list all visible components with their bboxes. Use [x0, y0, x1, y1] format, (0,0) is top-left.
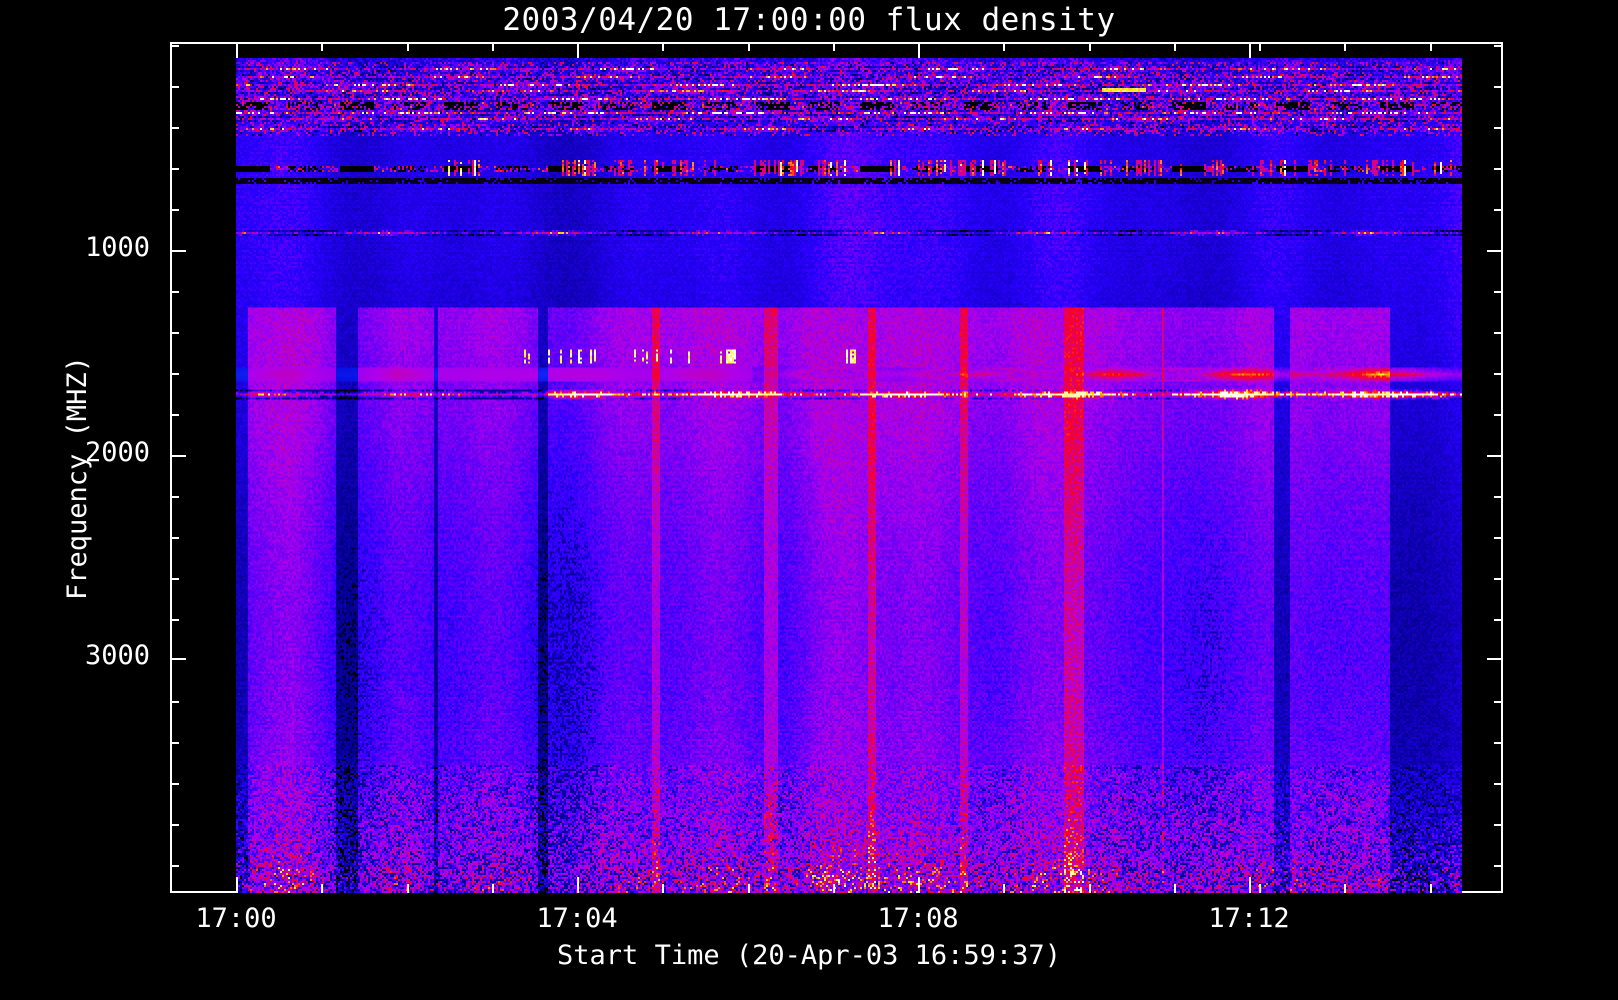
tick-mark	[1494, 373, 1503, 375]
y-tick-label: 2000	[84, 437, 150, 468]
tick-mark	[236, 877, 238, 893]
x-tick-label: 17:08	[877, 903, 959, 934]
tick-mark	[170, 619, 179, 621]
tick-mark	[662, 42, 665, 51]
tick-mark	[170, 455, 186, 457]
tick-mark	[1249, 877, 1251, 893]
tick-mark	[170, 332, 179, 334]
page-title: 2003/04/20 17:00:00 flux density	[502, 2, 1116, 38]
spectrogram-canvas	[236, 58, 1462, 893]
y-axis-title: Frequency (MHZ)	[62, 356, 93, 600]
tick-mark	[321, 884, 324, 893]
tick-mark	[577, 877, 579, 893]
tick-mark	[1344, 42, 1347, 51]
tick-mark	[1003, 884, 1006, 893]
tick-mark	[747, 42, 750, 51]
tick-mark	[170, 414, 179, 416]
tick-mark	[170, 537, 179, 539]
tick-mark	[1494, 414, 1503, 416]
tick-mark	[1494, 86, 1503, 88]
tick-mark	[170, 45, 179, 47]
tick-mark	[170, 168, 179, 170]
tick-mark	[1088, 42, 1091, 51]
tick-mark	[1429, 42, 1432, 51]
tick-mark	[832, 884, 835, 893]
tick-mark	[170, 658, 186, 660]
tick-mark	[1494, 537, 1503, 539]
x-tick-label: 17:00	[195, 903, 277, 934]
tick-mark	[1494, 209, 1503, 211]
tick-mark	[170, 701, 179, 703]
tick-mark	[918, 877, 920, 893]
y-tick-label: 1000	[84, 232, 150, 263]
tick-mark	[1088, 884, 1091, 893]
tick-mark	[491, 42, 494, 51]
tick-mark	[1173, 884, 1176, 893]
tick-mark	[236, 42, 238, 58]
tick-mark	[170, 783, 179, 785]
y-tick-label: 3000	[84, 640, 150, 671]
x-axis-title: Start Time (20-Apr-03 16:59:37)	[557, 940, 1061, 971]
tick-mark	[918, 42, 920, 58]
tick-mark	[1494, 45, 1503, 47]
tick-mark	[747, 884, 750, 893]
tick-mark	[1494, 332, 1503, 334]
tick-mark	[1494, 291, 1503, 293]
tick-mark	[170, 209, 179, 211]
tick-mark	[170, 865, 179, 867]
tick-mark	[1494, 865, 1503, 867]
tick-mark	[406, 42, 409, 51]
tick-mark	[170, 250, 186, 252]
tick-mark	[170, 86, 179, 88]
tick-mark	[170, 496, 179, 498]
tick-mark	[1494, 127, 1503, 129]
tick-mark	[1494, 496, 1503, 498]
tick-mark	[1487, 250, 1503, 252]
tick-mark	[1494, 701, 1503, 703]
tick-mark	[170, 291, 179, 293]
tick-mark	[1259, 884, 1261, 893]
tick-mark	[1494, 168, 1503, 170]
x-tick-label: 17:12	[1208, 903, 1290, 934]
tick-mark	[170, 373, 179, 375]
tick-mark	[170, 578, 179, 580]
tick-mark	[1487, 658, 1503, 660]
tick-mark	[406, 884, 409, 893]
tick-mark	[662, 884, 665, 893]
spectrogram-image	[236, 58, 1462, 893]
tick-mark	[832, 42, 835, 51]
tick-mark	[1494, 824, 1503, 826]
tick-mark	[1494, 578, 1503, 580]
tick-mark	[170, 824, 179, 826]
tick-mark	[1429, 884, 1432, 893]
tick-mark	[1494, 619, 1503, 621]
tick-mark	[170, 742, 179, 744]
tick-mark	[1344, 884, 1347, 893]
tick-mark	[170, 127, 179, 129]
tick-mark	[577, 42, 579, 58]
tick-mark	[1487, 455, 1503, 457]
tick-mark	[1259, 42, 1261, 51]
tick-mark	[491, 884, 494, 893]
tick-mark	[1173, 42, 1176, 51]
tick-mark	[1249, 42, 1251, 58]
tick-mark	[1003, 42, 1006, 51]
x-tick-label: 17:04	[536, 903, 618, 934]
tick-mark	[321, 42, 324, 51]
tick-mark	[1494, 742, 1503, 744]
tick-mark	[1494, 783, 1503, 785]
